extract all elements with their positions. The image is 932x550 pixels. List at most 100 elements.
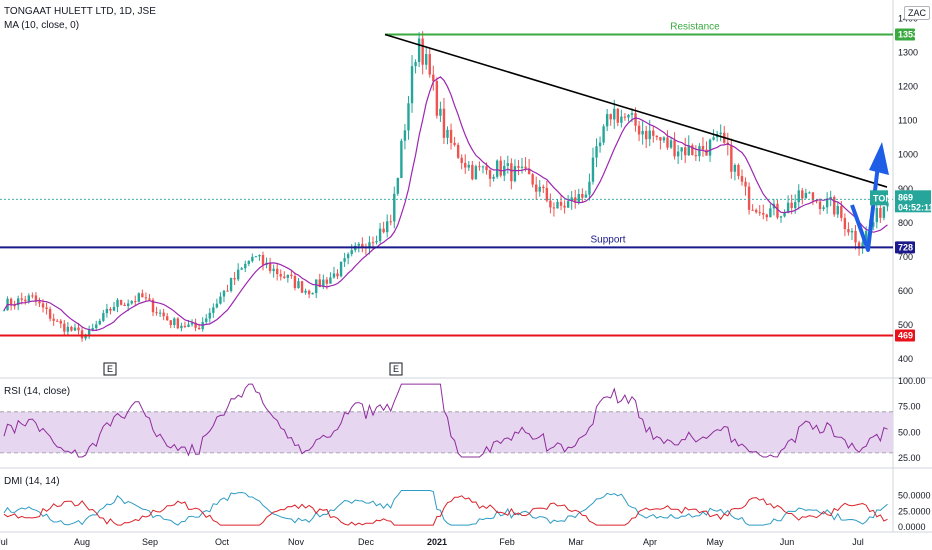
earnings-marker-icon [103, 362, 117, 376]
candle-body [233, 278, 236, 280]
candle-body [822, 207, 825, 210]
candle-body [247, 261, 251, 264]
candle-body [417, 38, 421, 63]
time-tick-label: Mar [568, 537, 584, 547]
candle-body [109, 308, 112, 311]
candle-body [588, 181, 591, 195]
candle-body [357, 243, 360, 246]
candle-body [378, 228, 382, 241]
candle-body [382, 228, 385, 233]
candle-body [421, 38, 424, 65]
candle-body [34, 295, 38, 302]
candle-body [751, 209, 754, 211]
candle-body [474, 166, 478, 180]
candle-body [130, 301, 133, 304]
resistance-label: Resistance [670, 22, 720, 33]
candle-body [123, 304, 126, 307]
candle-body [148, 298, 151, 300]
trend-line [384, 33, 888, 188]
dmi-tick-label: 0.0000 [898, 522, 926, 532]
candle-body [293, 275, 297, 288]
candle-body [460, 157, 463, 163]
candle-body [705, 149, 708, 156]
candle-body [361, 243, 364, 248]
candle-body [744, 181, 747, 187]
candle-body [300, 281, 304, 293]
candle-body [208, 312, 211, 319]
candle-body [527, 168, 531, 175]
candle-body [236, 269, 240, 280]
candle-body [676, 151, 680, 157]
earnings-marker-icon [389, 362, 403, 376]
dmi-tick-label: 50.0000 [898, 491, 931, 501]
candle-body [371, 242, 375, 244]
price-tick-label: 800 [898, 218, 913, 228]
candle-body [48, 309, 52, 319]
time-tick-label: Jul [0, 537, 8, 547]
candle-body [425, 54, 428, 65]
chart-title: TONGAAT HULETT LTD, 1D, JSE [4, 6, 156, 17]
candle-body [762, 212, 765, 215]
candle-body [449, 129, 453, 143]
dmi-plus-line [3, 490, 888, 526]
candle-body [815, 200, 818, 202]
candle-body [290, 274, 293, 276]
candle-body [77, 327, 80, 331]
candle-body [407, 103, 410, 131]
candle-body [495, 160, 499, 177]
candle-body [456, 144, 460, 158]
candle-body [446, 129, 449, 138]
candle-body [258, 254, 261, 257]
candle-body [442, 108, 446, 138]
candle-body [613, 108, 616, 120]
candle-body [254, 256, 258, 258]
candle-body [268, 262, 272, 272]
candle-body [222, 290, 226, 297]
candle-body [581, 194, 584, 198]
candle-body [400, 140, 403, 178]
candle-body [637, 125, 641, 135]
dmi-minus-line [3, 495, 888, 526]
candle-body [854, 230, 857, 243]
candle-body [492, 176, 495, 179]
candle-body [166, 316, 169, 321]
candle-body [680, 147, 683, 152]
candle-body [435, 81, 439, 116]
candle-body [396, 177, 400, 194]
candle-body [829, 196, 832, 199]
candle-body [783, 213, 786, 217]
level-tag: 728 [898, 242, 913, 252]
candle-body [275, 268, 279, 275]
candle-body [790, 202, 793, 209]
candle-body [488, 170, 492, 179]
level-tag: 1353 [898, 30, 918, 40]
price-badge-value: 869 [898, 192, 913, 202]
candle-body [779, 216, 783, 218]
candle-body [91, 328, 94, 331]
candle-body [584, 194, 588, 198]
candle-body [304, 290, 307, 293]
candle-body [286, 274, 290, 278]
symbol-badge-bg [870, 190, 888, 206]
candle-body [769, 208, 772, 218]
candle-body [16, 298, 20, 306]
candle-body [882, 206, 886, 218]
candle-body [801, 190, 804, 199]
currency-badge[interactable]: ZAC [904, 6, 930, 20]
time-tick-label: Jul [852, 537, 864, 547]
price-badge-bg [895, 190, 931, 213]
candle-body [691, 145, 694, 156]
candle-body [754, 209, 758, 213]
candle-body [102, 313, 105, 321]
candle-body [879, 207, 882, 218]
candle-body [332, 273, 336, 278]
dmi-panel-label: DMI (14, 14) [4, 476, 60, 487]
candle-body [38, 301, 41, 304]
support-label: Support [590, 234, 625, 245]
candle-body [595, 146, 598, 158]
candle-body [861, 242, 864, 249]
candle-body [339, 261, 343, 277]
time-tick-label: Dec [358, 537, 375, 547]
candle-body [655, 135, 659, 138]
candle-body [251, 256, 254, 262]
